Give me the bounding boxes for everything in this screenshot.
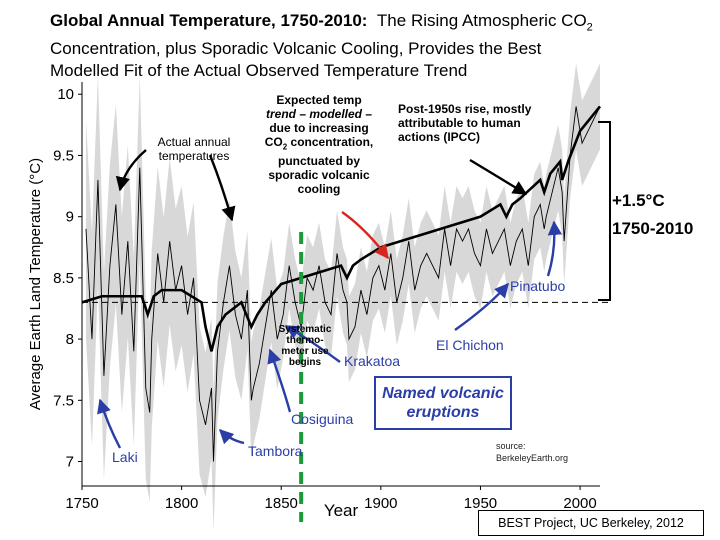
y-tick-label: 9 xyxy=(66,209,74,226)
x-tick-label: 2000 xyxy=(563,495,596,512)
rise-bracket-line xyxy=(598,121,611,301)
y-tick-label: 7.5 xyxy=(53,392,74,409)
credit-box: BEST Project, UC Berkeley, 2012 xyxy=(478,510,704,536)
title-bold: Global Annual Temperature, 1750-2010: xyxy=(50,11,368,30)
x-tick-label: 1900 xyxy=(364,495,397,512)
uncertainty-area xyxy=(85,63,600,532)
x-axis-label: Year xyxy=(324,501,359,520)
rise-years-label: 1750-2010 xyxy=(612,219,694,238)
y-tick-label: 8.5 xyxy=(53,270,74,287)
post1950-arrow xyxy=(469,158,528,196)
expected-line-1: Expected temp xyxy=(276,93,362,107)
el-chichon-arrow xyxy=(454,282,509,331)
systematic-line-1: Systematic xyxy=(278,324,332,335)
eruption-label-krakatoa: Krakatoa xyxy=(344,353,400,369)
laki-arrow xyxy=(97,398,122,449)
title-line2: Concentration, plus Sporadic Volcanic Co… xyxy=(50,39,542,59)
actual-arrow-right xyxy=(208,154,236,222)
y-tick-label: 10 xyxy=(57,86,74,103)
x-tick-label: 1750 xyxy=(65,495,98,512)
eruption-labels: Laki Tambora Cosiguina Krakatoa El Chichon Pi… xyxy=(112,278,565,465)
actual-series-line xyxy=(85,106,601,462)
eruption-label-pinatubo: Pinatubo xyxy=(510,278,565,294)
eruption-label-cosiguina: Cosiguina xyxy=(291,411,353,427)
y-tick-label: 7 xyxy=(66,454,74,471)
actual-temperatures-annotation: Actual annual temperatures xyxy=(144,135,244,163)
rise-bracket xyxy=(598,121,611,301)
named-volcanic-eruptions-box: Named volcanic eruptions xyxy=(374,376,512,430)
actual-series-group xyxy=(85,106,601,462)
expected-line-6: sporadic volcanic xyxy=(268,168,370,183)
expected-line-3: due to increasing xyxy=(269,121,369,135)
expected-line-2: trend – modelled – xyxy=(265,107,373,121)
post1950-line-1: Post-1950s rise, mostly xyxy=(398,102,532,116)
eruption-label-tambora: Tambora xyxy=(248,443,303,459)
source-line-2: BerkeleyEarth.org xyxy=(496,453,569,463)
expected-line-7: cooling xyxy=(297,182,341,197)
cosiguina-arrow xyxy=(267,348,292,413)
annotation-arrows xyxy=(97,149,563,449)
expected-trend-annotation: Expected temp trend – modelled – due to … xyxy=(252,93,386,196)
expected-line-5: punctuated by xyxy=(277,154,360,169)
title-line1: The Rising Atmospheric CO2 xyxy=(376,11,593,34)
expected-line-4: CO2 concentration, xyxy=(264,135,374,152)
uncertainty-band xyxy=(85,63,600,532)
systematic-line-4: begins xyxy=(288,357,322,368)
axes: 7 7.5 8 8.5 9 9.5 10 1750 1800 1850 1900 1950 2000 Ye… xyxy=(27,82,600,520)
krakatoa-arrow xyxy=(284,324,341,363)
systematic-thermometer-annotation: Systematic thermo- meter use begins xyxy=(270,324,340,368)
model-trend-line xyxy=(81,105,602,352)
actual-arrow-left xyxy=(115,149,147,192)
title-line3: Modelled Fit of the Actual Observed Temp… xyxy=(50,61,468,81)
source-note: source: BerkeleyEarth.org xyxy=(496,440,568,464)
source-line-1: source: xyxy=(496,441,526,451)
eruption-label-el-chichon: El Chichon xyxy=(436,337,504,353)
model-series-group xyxy=(81,105,602,352)
tambora-arrow xyxy=(218,428,245,445)
eruption-label-laki: Laki xyxy=(112,449,138,465)
y-tick-label: 9.5 xyxy=(53,147,74,164)
x-tick-label: 1800 xyxy=(165,495,198,512)
legend-line-2: eruptions xyxy=(406,404,480,421)
y-tick-label: 8 xyxy=(66,331,74,348)
systematic-line-3: meter use xyxy=(281,346,329,357)
chart-title: Global Annual Temperature, 1750-2010: Th… xyxy=(50,10,710,82)
actual-line-1: Actual annual xyxy=(157,135,231,149)
rise-value-label: +1.5°C xyxy=(612,191,665,210)
post-1950-annotation: Post-1950s rise, mostly attributable to … xyxy=(398,102,574,144)
actual-line-2: temperatures xyxy=(158,149,230,163)
y-axis-label: Average Earth Land Temperature (°C) xyxy=(27,158,44,410)
x-tick-label: 1950 xyxy=(464,495,497,512)
pinatubo-arrow xyxy=(546,220,563,277)
legend-line-1: Named volcanic xyxy=(382,385,504,402)
x-tick-label: 1850 xyxy=(265,495,298,512)
systematic-line-2: thermo- xyxy=(286,335,324,346)
model-red-arrow xyxy=(341,211,389,260)
post1950-line-3: actions (IPCC) xyxy=(398,130,481,144)
post1950-line-2: attributable to human xyxy=(398,116,521,130)
